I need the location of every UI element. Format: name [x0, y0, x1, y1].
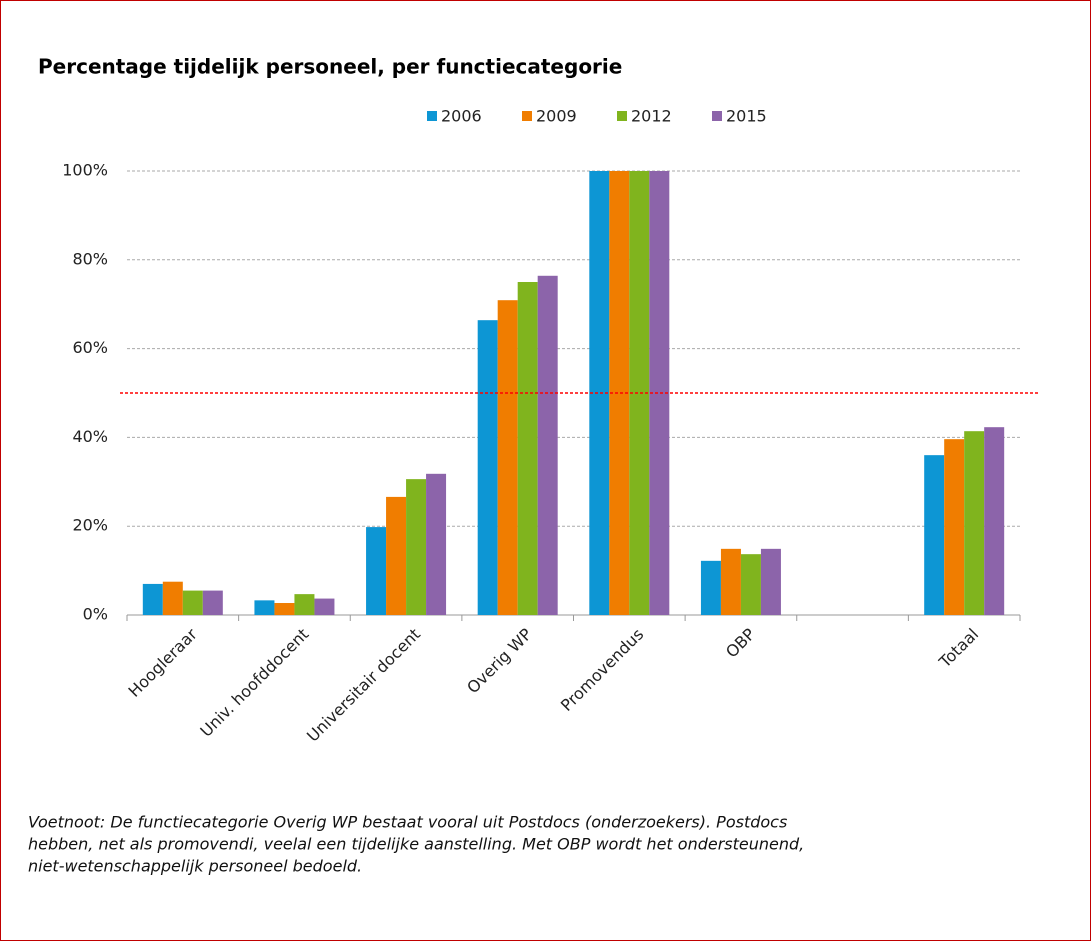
- legend-swatch: [712, 111, 722, 121]
- bar: [589, 171, 610, 615]
- bar: [740, 554, 761, 615]
- footnote: hebben, net als promovendi, veelal een t…: [28, 835, 804, 854]
- legend-swatch: [427, 111, 437, 121]
- legend-label: 2012: [631, 107, 672, 126]
- bar: [760, 548, 781, 615]
- bar: [406, 479, 427, 615]
- footnote: niet-wetenschappelijk personeel bedoeld.: [28, 857, 362, 876]
- y-tick-label: 0%: [83, 605, 108, 624]
- bar: [366, 527, 387, 615]
- bar: [274, 603, 295, 615]
- bar: [964, 431, 985, 615]
- bar: [182, 590, 203, 615]
- bar: [609, 171, 630, 615]
- bar: [202, 590, 223, 615]
- legend-swatch: [617, 111, 627, 121]
- bar: [254, 600, 275, 615]
- bar: [497, 300, 518, 615]
- bar: [426, 473, 447, 615]
- y-tick-label: 100%: [62, 161, 108, 180]
- bar: [537, 275, 558, 615]
- legend-label: 2009: [536, 107, 577, 126]
- bar: [944, 439, 965, 615]
- legend-label: 2015: [726, 107, 767, 126]
- bar: [517, 282, 538, 615]
- bar: [700, 560, 721, 615]
- bar: [294, 594, 315, 615]
- bar: [142, 583, 163, 615]
- y-tick-label: 40%: [72, 427, 108, 446]
- y-tick-label: 80%: [72, 249, 108, 268]
- footnote: Voetnoot: De functiecategorie Overig WP …: [28, 813, 787, 832]
- bar: [477, 320, 498, 615]
- chart-title: Percentage tijdelijk personeel, per func…: [38, 55, 622, 79]
- bar: [629, 171, 650, 615]
- bar: [720, 548, 741, 615]
- legend-swatch: [522, 111, 532, 121]
- bar: [314, 598, 335, 615]
- bar: [162, 581, 183, 615]
- y-tick-label: 20%: [72, 516, 108, 535]
- bar: [649, 171, 670, 615]
- legend-label: 2006: [441, 107, 482, 126]
- bar: [984, 427, 1005, 615]
- y-tick-label: 60%: [72, 338, 108, 357]
- bar: [924, 455, 945, 615]
- bar: [386, 496, 407, 615]
